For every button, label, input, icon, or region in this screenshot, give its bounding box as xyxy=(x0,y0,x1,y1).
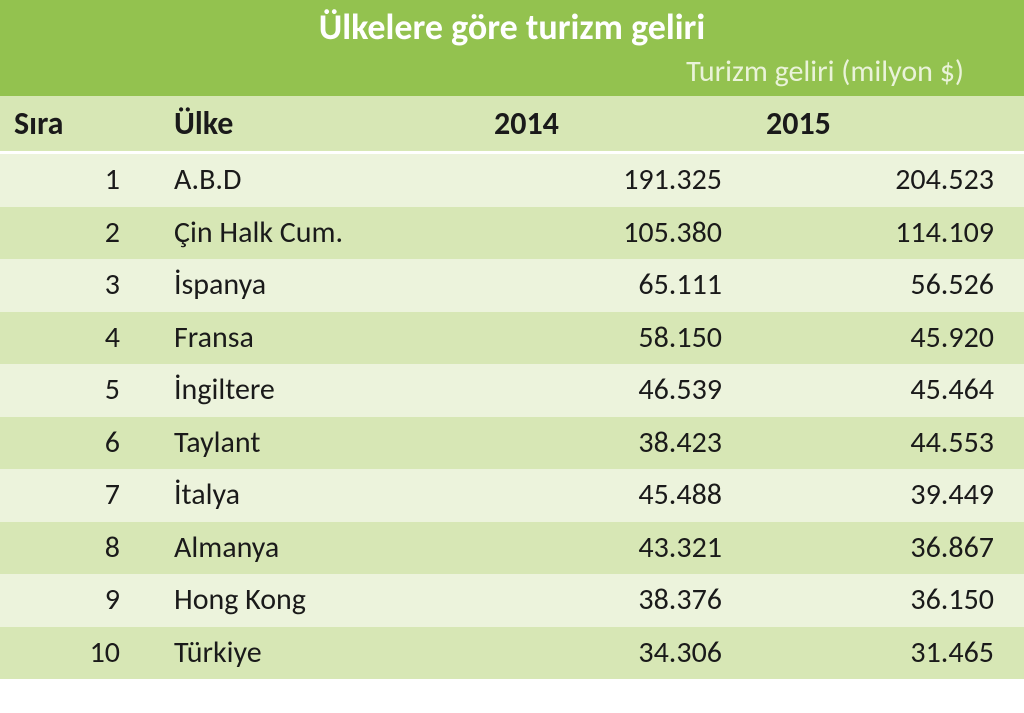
table-subtitle: Turizm geliri (milyon $) xyxy=(0,49,1024,90)
col-rank: Sıra xyxy=(0,96,160,153)
tourism-revenue-table: Ülkelere göre turizm geliri Turizm gelir… xyxy=(0,0,1024,679)
cell-2015: 45.920 xyxy=(752,312,1024,365)
col-country: Ülke xyxy=(160,96,480,153)
cell-2014: 43.321 xyxy=(480,522,752,575)
cell-country: Fransa xyxy=(160,312,480,365)
cell-2015: 44.553 xyxy=(752,417,1024,470)
table-body: 1 A.B.D 191.325 204.523 2 Çin Halk Cum. … xyxy=(0,153,1024,680)
cell-country: İngiltere xyxy=(160,364,480,417)
cell-2014: 105.380 xyxy=(480,207,752,260)
cell-country: Hong Kong xyxy=(160,574,480,627)
col-2015: 2015 xyxy=(752,96,1024,153)
cell-rank: 2 xyxy=(0,207,160,260)
table-row: 1 A.B.D 191.325 204.523 xyxy=(0,153,1024,207)
cell-2015: 36.150 xyxy=(752,574,1024,627)
cell-rank: 9 xyxy=(0,574,160,627)
column-header-row: Sıra Ülke 2014 2015 xyxy=(0,96,1024,153)
cell-rank: 3 xyxy=(0,259,160,312)
table-row: 4 Fransa 58.150 45.920 xyxy=(0,312,1024,365)
cell-2014: 38.376 xyxy=(480,574,752,627)
cell-2014: 46.539 xyxy=(480,364,752,417)
cell-2014: 65.111 xyxy=(480,259,752,312)
table-row: 9 Hong Kong 38.376 36.150 xyxy=(0,574,1024,627)
cell-2014: 191.325 xyxy=(480,153,752,207)
cell-country: Taylant xyxy=(160,417,480,470)
table-row: 8 Almanya 43.321 36.867 xyxy=(0,522,1024,575)
cell-rank: 7 xyxy=(0,469,160,522)
table-row: 5 İngiltere 46.539 45.464 xyxy=(0,364,1024,417)
cell-2015: 56.526 xyxy=(752,259,1024,312)
table-row: 10 Türkiye 34.306 31.465 xyxy=(0,627,1024,680)
cell-rank: 10 xyxy=(0,627,160,680)
cell-2014: 38.423 xyxy=(480,417,752,470)
cell-country: İtalya xyxy=(160,469,480,522)
col-2014: 2014 xyxy=(480,96,752,153)
cell-rank: 6 xyxy=(0,417,160,470)
cell-2014: 45.488 xyxy=(480,469,752,522)
cell-rank: 5 xyxy=(0,364,160,417)
table-row: 7 İtalya 45.488 39.449 xyxy=(0,469,1024,522)
cell-2015: 204.523 xyxy=(752,153,1024,207)
cell-rank: 8 xyxy=(0,522,160,575)
cell-2015: 36.867 xyxy=(752,522,1024,575)
cell-country: Türkiye xyxy=(160,627,480,680)
table-title: Ülkelere göre turizm geliri xyxy=(0,6,1024,49)
cell-rank: 4 xyxy=(0,312,160,365)
data-table: Sıra Ülke 2014 2015 1 A.B.D 191.325 204.… xyxy=(0,96,1024,679)
cell-country: İspanya xyxy=(160,259,480,312)
cell-country: Almanya xyxy=(160,522,480,575)
table-header-block: Ülkelere göre turizm geliri Turizm gelir… xyxy=(0,0,1024,96)
cell-rank: 1 xyxy=(0,153,160,207)
table-row: 6 Taylant 38.423 44.553 xyxy=(0,417,1024,470)
cell-country: A.B.D xyxy=(160,153,480,207)
cell-2015: 31.465 xyxy=(752,627,1024,680)
cell-2015: 39.449 xyxy=(752,469,1024,522)
cell-2014: 58.150 xyxy=(480,312,752,365)
table-row: 3 İspanya 65.111 56.526 xyxy=(0,259,1024,312)
cell-2014: 34.306 xyxy=(480,627,752,680)
cell-2015: 114.109 xyxy=(752,207,1024,260)
cell-2015: 45.464 xyxy=(752,364,1024,417)
cell-country: Çin Halk Cum. xyxy=(160,207,480,260)
table-row: 2 Çin Halk Cum. 105.380 114.109 xyxy=(0,207,1024,260)
